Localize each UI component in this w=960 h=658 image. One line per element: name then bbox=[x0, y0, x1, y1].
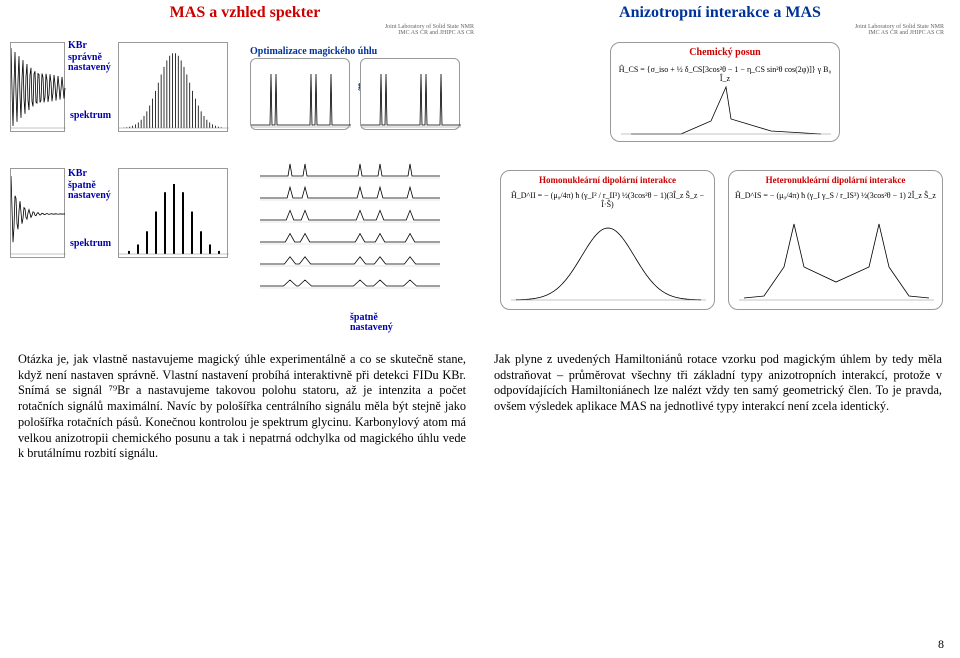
left-panel: MAS a vzhled spekter Joint Laboratory of… bbox=[10, 0, 480, 340]
cs-box: Chemický posun Ĥ_CS = {σ_iso + ½ δ_CS[3c… bbox=[610, 42, 840, 142]
homo-formula: Ĥ_D^II = − (μ₀/4π) ħ (γ_I² / r_II³) ½(3c… bbox=[505, 191, 710, 209]
figure-region: MAS a vzhled spekter Joint Laboratory of… bbox=[0, 0, 960, 340]
spec-bad-plot bbox=[118, 168, 228, 258]
lab-label-line2: IMC AS CR and JHIPC AS CR bbox=[398, 30, 474, 36]
optim-label: Optimalizace magického úhlu bbox=[250, 46, 377, 57]
lab-label-right: Joint Laboratory of Solid State NMR IMC … bbox=[855, 24, 944, 36]
right-panel: Anizotropní interakce a MAS Joint Labora… bbox=[490, 0, 950, 340]
paragraph-left: Otázka je, jak vlastně nastavujeme magic… bbox=[18, 352, 466, 462]
paragraph-right: Jak plyne z uvedených Hamiltoniánů rotac… bbox=[494, 352, 942, 462]
cs-title: Chemický posun bbox=[611, 47, 839, 58]
homo-title: Homonukleární dipolární interakce bbox=[501, 175, 714, 185]
page-number: 8 bbox=[938, 637, 944, 652]
glycin-good-plot-2 bbox=[360, 58, 460, 130]
spektrum-label-1: spektrum bbox=[70, 110, 111, 121]
spektrum-label-2: spektrum bbox=[70, 238, 111, 249]
right-panel-title: Anizotropní interakce a MAS bbox=[490, 0, 950, 22]
nastaveny-label-1: nastavený bbox=[68, 62, 111, 73]
body-text: Otázka je, jak vlastně nastavujeme magic… bbox=[18, 352, 942, 462]
glycin-bad-stack bbox=[250, 158, 450, 308]
nastaveny-label-g2: nastavený bbox=[350, 322, 393, 333]
left-panel-title: MAS a vzhled spekter bbox=[10, 0, 480, 22]
kbr-label-2: KBr bbox=[68, 168, 87, 179]
nastaveny-label-2: nastavený bbox=[68, 190, 111, 201]
hetero-title: Heteronukleární dipolární interakce bbox=[729, 175, 942, 185]
homo-box: Homonukleární dipolární interakce Ĥ_D^II… bbox=[500, 170, 715, 310]
fid-good-plot bbox=[10, 42, 65, 132]
hetero-box: Heteronukleární dipolární interakce Ĥ_D^… bbox=[728, 170, 943, 310]
kbr-label-1: KBr bbox=[68, 40, 87, 51]
glycin-good-plot bbox=[250, 58, 350, 130]
hetero-formula: Ĥ_D^IS = − (μ₀/4π) ħ (γ_I γ_S / r_IS³) ½… bbox=[733, 191, 938, 200]
lab-label-line2-r: IMC AS CR and JHIPC AS CR bbox=[868, 30, 944, 36]
fid-bad-plot bbox=[10, 168, 65, 258]
lab-label-left: Joint Laboratory of Solid State NMR IMC … bbox=[385, 24, 474, 36]
spec-good-plot bbox=[118, 42, 228, 132]
